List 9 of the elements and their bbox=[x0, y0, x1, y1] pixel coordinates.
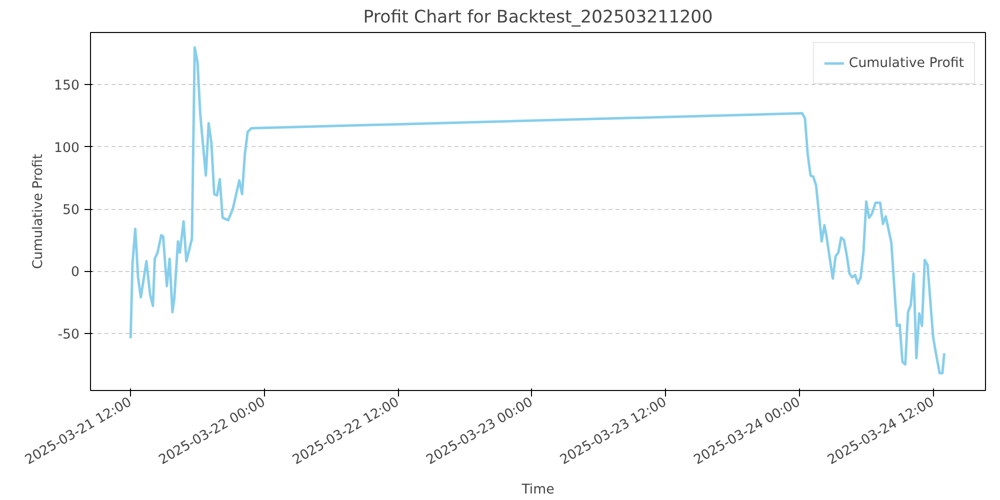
y-tick-label: 150 bbox=[54, 78, 80, 94]
y-tick-label: 50 bbox=[62, 203, 80, 218]
y-tick-label: 100 bbox=[54, 140, 80, 156]
x-axis-title: Time bbox=[520, 482, 554, 498]
chart-title: Profit Chart for Backtest_202503211200 bbox=[363, 8, 713, 28]
legend-label: Cumulative Profit bbox=[848, 56, 964, 70]
y-tick-label: -50 bbox=[58, 327, 80, 342]
y-tick-label: 0 bbox=[71, 265, 80, 280]
y-axis-title: Cumulative Profit bbox=[31, 154, 46, 270]
